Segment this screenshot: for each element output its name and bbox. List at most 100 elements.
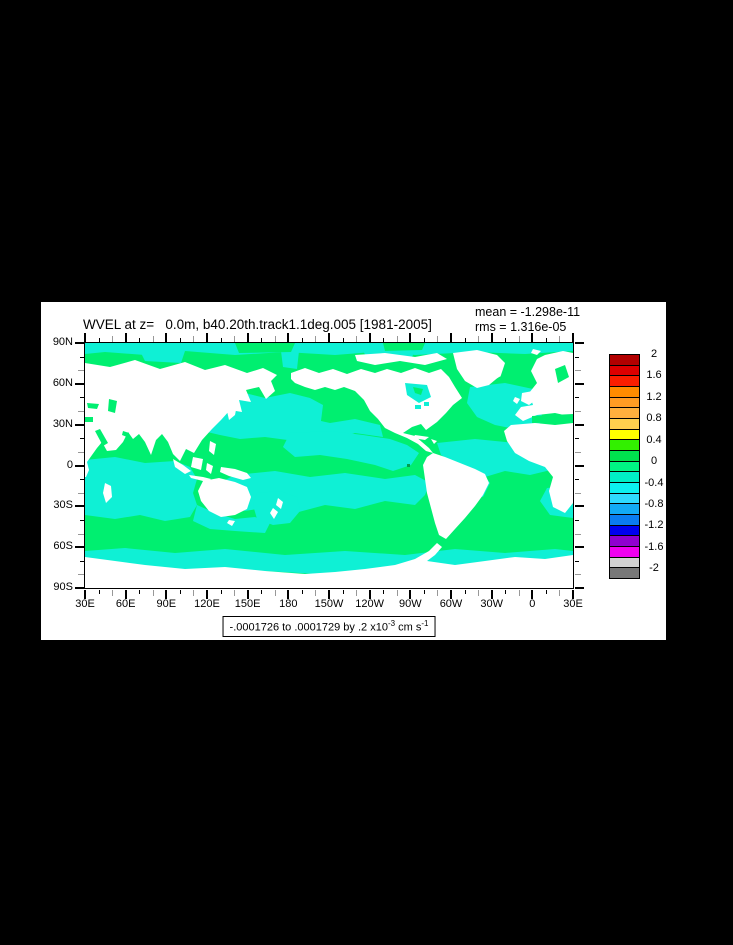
colorbar-tick-label: 2 [650, 348, 658, 360]
ocean-arctic-band [85, 343, 573, 355]
range-label-mid: cm s [395, 621, 422, 634]
land-borneo [191, 457, 203, 470]
axis-tick [575, 438, 579, 440]
range-label-box: -.0001726 to .0001729 by .2 x10-3 cm s-1 [222, 616, 436, 637]
axis-tick [575, 479, 579, 481]
colorbar-tick-label: -1.6 [644, 540, 664, 553]
colorbar-tick-label: 0.4 [646, 433, 662, 446]
lon-tick-label: 120E [194, 598, 220, 610]
stats-block: mean = -1.298e-11 rms = 1.316e-05 [475, 305, 580, 334]
lat-tick-label: 60S [53, 540, 73, 553]
axis-tick [287, 333, 290, 342]
land-greenland [453, 350, 505, 388]
axis-tick [575, 492, 581, 494]
lon-tick-label: 90W [399, 598, 422, 610]
sea-mediterranean [532, 414, 573, 423]
lat-tick-label: 90N [52, 336, 73, 348]
land-sulawesi [206, 463, 213, 474]
colorbar-tick-label: 0.8 [646, 412, 662, 425]
range-label-exp1: -3 [387, 619, 396, 628]
axis-tick [98, 590, 100, 594]
axis-tick [423, 590, 425, 594]
axis-tick [575, 533, 581, 535]
range-label-prefix: -.0001726 to .0001729 by .2 x10 [229, 621, 388, 634]
land-new-guinea [220, 467, 251, 480]
lat-tick-label: 60N [52, 376, 73, 389]
land-canadian-arctic [355, 353, 447, 365]
axis-tick [575, 356, 579, 358]
axis-tick [464, 590, 466, 594]
axis-tick [368, 333, 371, 342]
land-svalbard [531, 349, 541, 355]
world-map [85, 343, 573, 588]
axis-tick [575, 397, 579, 399]
lon-tick-label: 90E [156, 598, 177, 610]
land-africa [504, 423, 573, 513]
axis-tick [139, 590, 141, 594]
colorbar-tick-label: -0.8 [644, 498, 664, 510]
ocean-north-pacific [193, 389, 383, 441]
anomaly-speck [407, 464, 410, 467]
sea-baltic [555, 365, 569, 383]
sea-red [95, 429, 108, 446]
colorbar [609, 354, 640, 580]
axis-tick [315, 590, 317, 596]
ocean-arctic-green-1 [235, 343, 295, 353]
land-new-zealand-north [276, 498, 283, 509]
axis-tick [575, 574, 581, 576]
map-frame [84, 342, 574, 589]
land-hispaniola [431, 439, 437, 444]
axis-tick [274, 590, 276, 596]
sea-mediterranean-left [85, 417, 93, 422]
axis-tick [328, 333, 330, 342]
axis-tick [559, 590, 561, 596]
axis-tick [572, 333, 574, 342]
lon-tick-label: 30E [75, 598, 95, 610]
axis-tick [84, 333, 86, 342]
axis-tick [575, 370, 581, 372]
ocean-tasman [253, 491, 300, 525]
axis-tick [234, 590, 236, 596]
lon-tick-label: 180 [279, 598, 298, 610]
sea-persian-gulf [122, 431, 129, 437]
lon-tick-label: 150E [234, 598, 261, 610]
axis-tick [575, 411, 581, 413]
land-uk [521, 391, 537, 405]
axis-tick [518, 590, 520, 596]
axis-tick [505, 590, 507, 594]
colorbar-tick-label: -0.4 [644, 476, 664, 489]
axis-tick [261, 590, 263, 594]
sea-great-lakes-1 [415, 405, 421, 409]
land-sumatra [173, 459, 191, 474]
axis-tick [193, 590, 195, 596]
axis-tick [383, 590, 385, 594]
lon-tick-label: 30E [563, 598, 583, 610]
axis-tick [220, 590, 222, 594]
sea-black [87, 403, 99, 409]
plot-title: WVEL at z= 0.0m, b40.20th.track1.1deg.00… [83, 317, 432, 332]
axis-tick [575, 519, 579, 521]
range-label-exp2: -1 [421, 619, 429, 628]
lat-tick-label: 30S [53, 499, 73, 512]
land-cuba [413, 435, 429, 440]
lon-tick-label: 60W [439, 598, 463, 610]
ocean-ne-tropical-pacific [283, 431, 419, 471]
axis-tick [478, 590, 480, 596]
axis-tick [179, 590, 181, 594]
axis-tick [342, 590, 344, 594]
land-madagascar [103, 483, 112, 503]
lon-tick-label: 60E [115, 598, 136, 610]
axis-tick [206, 333, 208, 342]
axis-tick [396, 590, 398, 596]
axis-tick [575, 505, 584, 508]
colorbar-tick-label: -2 [649, 562, 659, 575]
stat-rms: rms = 1.316e-05 [475, 319, 567, 334]
axis-tick [112, 590, 114, 596]
land-tasmania [227, 520, 235, 526]
land-antarctica [85, 543, 573, 588]
axis-tick [490, 333, 493, 342]
plot-panel: WVEL at z= 0.0m, b40.20th.track1.1deg.00… [41, 302, 666, 640]
ocean-barents [140, 351, 185, 363]
land-south-america [423, 453, 489, 539]
sea-hudson-green [413, 387, 423, 395]
